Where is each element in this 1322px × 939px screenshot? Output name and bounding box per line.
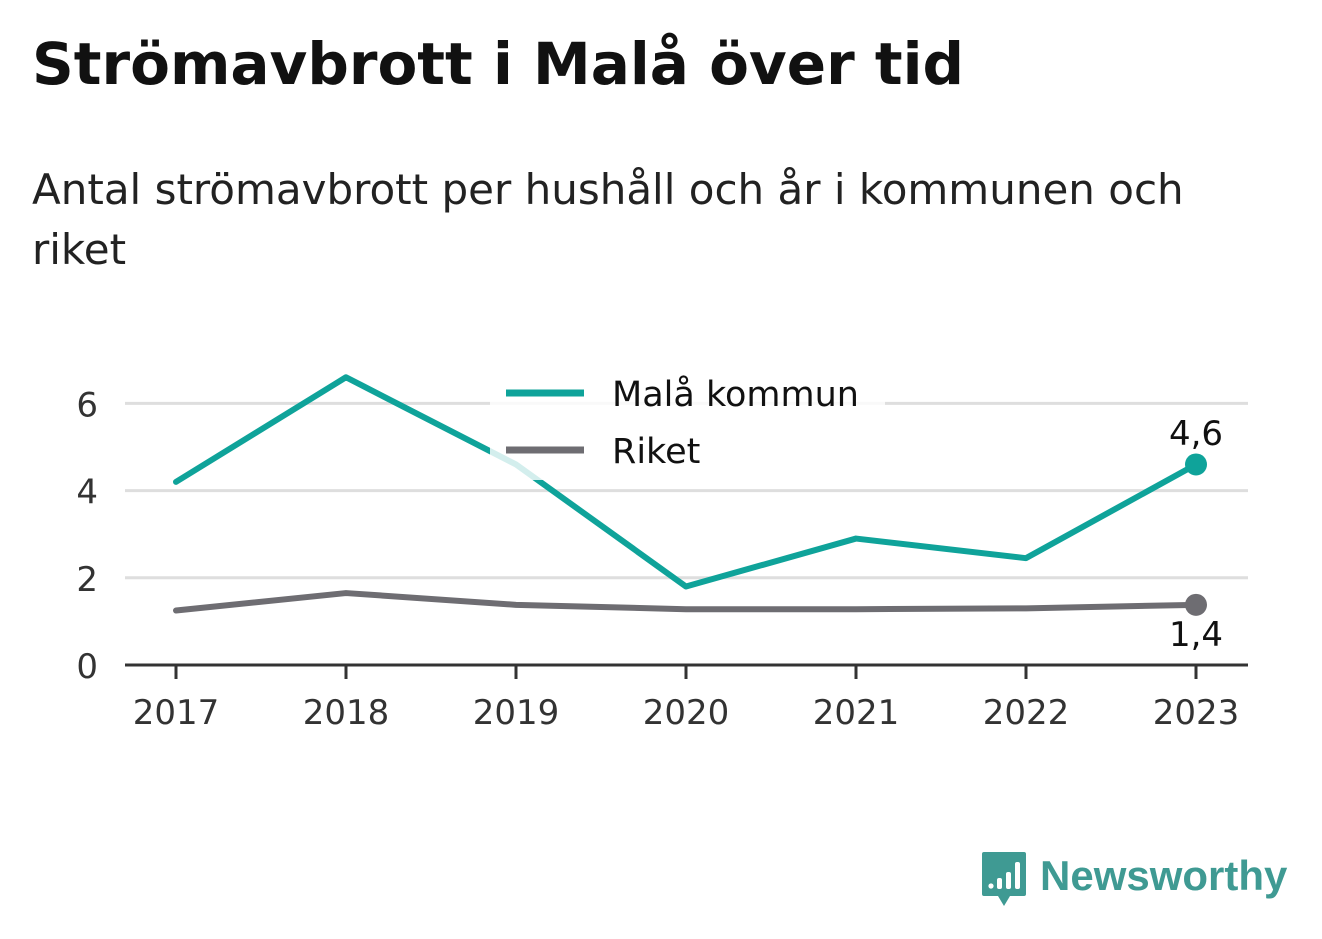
series-line-riket — [173, 590, 1199, 614]
page-subtitle: Antal strömavbrott per hushåll och år i … — [32, 165, 1184, 274]
x-tick-label: 2021 — [813, 693, 900, 733]
series-line-mala-kommun — [173, 374, 1199, 590]
y-tick-label: 4 — [76, 473, 98, 513]
y-tick-label: 6 — [76, 385, 98, 425]
end-labels: 4,6 1,4 — [1169, 414, 1223, 655]
legend-background — [490, 362, 885, 480]
series-lines — [173, 374, 1207, 616]
y-tick-label: 0 — [76, 647, 98, 687]
brand-name: Newsworthy — [1040, 852, 1288, 899]
x-tick-label: 2023 — [1153, 693, 1240, 733]
legend: Malå kommun Riket — [490, 362, 885, 480]
newsworthy-logo-icon — [982, 852, 1026, 906]
x-tick-label: 2018 — [303, 693, 390, 733]
y-axis-ticks: 0 2 4 6 — [76, 385, 98, 687]
x-tick-label: 2022 — [983, 693, 1070, 733]
x-axis-ticks: 2017 2018 2019 2020 2021 2022 2023 — [133, 665, 1240, 733]
page-title: Strömavbrott i Malå över tid — [32, 30, 964, 98]
end-label: 4,6 — [1169, 414, 1223, 454]
legend-label: Malå kommun — [612, 374, 859, 415]
x-tick-label: 2017 — [133, 693, 220, 733]
end-label: 1,4 — [1169, 615, 1223, 655]
series-end-point-riket — [1185, 593, 1207, 616]
y-tick-label: 2 — [76, 560, 98, 600]
x-tick-label: 2019 — [473, 693, 560, 733]
newsworthy-brand: Newsworthy — [980, 848, 1287, 912]
legend-label: Riket — [612, 432, 700, 472]
x-tick-label: 2020 — [643, 693, 730, 733]
series-end-point-mala-kommun — [1185, 453, 1207, 476]
